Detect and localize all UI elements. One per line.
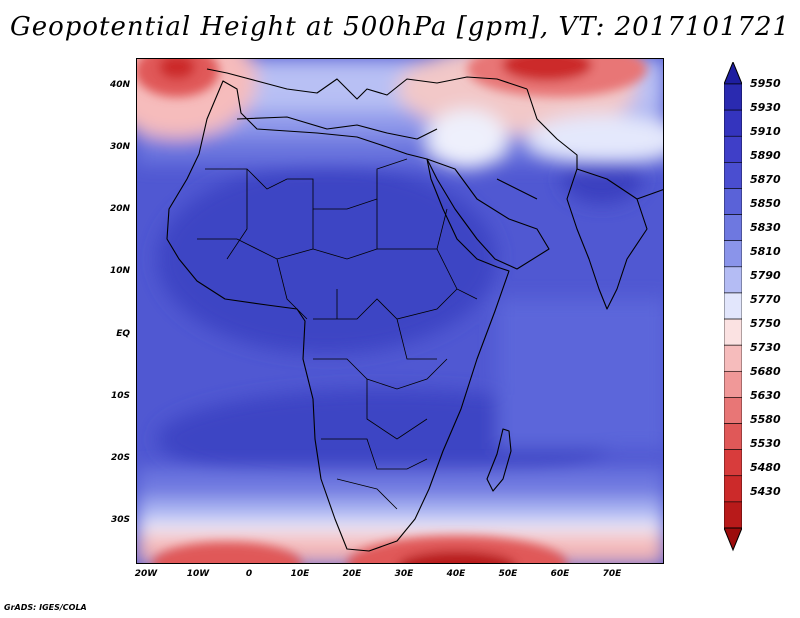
colorbar-label: 5750: [750, 317, 781, 330]
arabia-coastline: [426, 158, 550, 270]
colorbar-cell: [724, 423, 742, 450]
colorbar-label: 5930: [750, 101, 781, 114]
colorbar-bottom-arrow: [724, 527, 742, 552]
colorbar-label: 5580: [750, 413, 781, 426]
colorbar-label: 5730: [750, 341, 781, 354]
lon-label-50e: 50E: [498, 569, 518, 579]
colorbar-cell: [724, 266, 742, 294]
lat-label-20s: 20S: [110, 453, 130, 463]
lon-label-60e: 60E: [550, 569, 570, 579]
lon-label-70e: 70E: [602, 569, 622, 579]
colorbar-top-arrow: [724, 62, 742, 85]
colorbar-cell: [724, 397, 742, 424]
colorbar-label: 5430: [750, 485, 781, 498]
map-title: Geopotential Height at 500hPa [gpm], VT:…: [9, 12, 791, 42]
colorbar: [724, 62, 742, 552]
colorbar-label: 5680: [750, 365, 781, 378]
colorbar-label: 5480: [750, 461, 781, 474]
lon-label-0: 0: [245, 569, 253, 579]
colorbar-cell: [724, 188, 742, 215]
europe-coastline: [206, 68, 528, 100]
colorbar-cell: [724, 162, 742, 189]
lon-label-40e: 40E: [446, 569, 466, 579]
colorbar-cell: [724, 135, 742, 163]
lat-label-30s: 30S: [110, 515, 130, 525]
lat-label-10s: 10S: [110, 391, 130, 401]
height-field: [137, 59, 663, 563]
colorbar-label: 5910: [750, 125, 781, 138]
colorbar-label: 5790: [750, 269, 781, 282]
colorbar-label: 5530: [750, 437, 781, 450]
colorbar-cell: [724, 344, 742, 372]
colorbar-label: 5770: [750, 293, 781, 306]
colorbar-cell: [724, 449, 742, 477]
colorbar-label: 5870: [750, 173, 781, 186]
colorbar-cell: [724, 83, 742, 111]
africa-coastline: [166, 80, 510, 552]
colorbar-label: 5850: [750, 197, 781, 210]
india-coastline: [566, 168, 648, 310]
lat-label-20n: 20N: [109, 204, 130, 214]
lat-label-10n: 10N: [109, 266, 130, 276]
colorbar-cell: [724, 318, 742, 346]
grads-credit: GrADS: IGES/COLA: [4, 603, 87, 612]
lat-label-40n: 40N: [109, 80, 130, 90]
colorbar-cell: [724, 109, 742, 137]
colorbar-cell: [724, 370, 742, 398]
colorbar-cell: [724, 240, 742, 268]
map-area[interactable]: [136, 58, 664, 564]
colorbar-label: 5630: [750, 389, 781, 402]
colorbar-cell: [724, 501, 742, 529]
colorbar-cell: [724, 214, 742, 242]
lon-label-10w: 10W: [186, 569, 210, 579]
lat-label-30n: 30N: [109, 142, 130, 152]
lon-label-20w: 20W: [134, 569, 158, 579]
colorbar-label: 5830: [750, 221, 781, 234]
colorbar-label: 5950: [750, 77, 781, 90]
colorbar-label: 5810: [750, 245, 781, 258]
lon-label-30e: 30E: [394, 569, 414, 579]
colorbar-cell: [724, 292, 742, 320]
colorbar-label: 5890: [750, 149, 781, 162]
lon-label-10e: 10E: [290, 569, 310, 579]
colorbar-cell: [724, 475, 742, 503]
madagascar-coastline: [486, 428, 512, 492]
lon-label-20e: 20E: [342, 569, 362, 579]
lat-label-eq: EQ: [116, 329, 130, 339]
